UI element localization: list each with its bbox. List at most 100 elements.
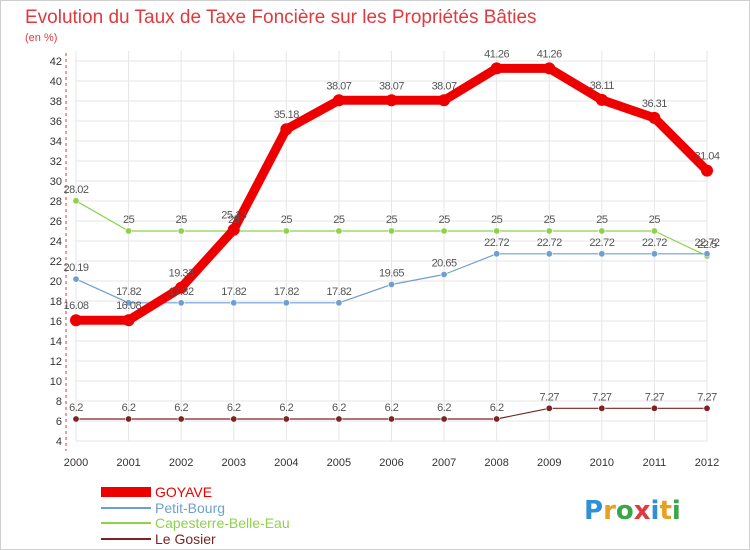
y-tick-label: 14 xyxy=(50,336,62,348)
data-point xyxy=(598,250,606,258)
data-point xyxy=(703,250,711,258)
data-label: 17.82 xyxy=(116,286,141,298)
data-point xyxy=(230,299,238,307)
y-tick-label: 42 xyxy=(50,56,62,68)
data-point xyxy=(493,415,501,423)
y-tick-label: 26 xyxy=(50,216,62,228)
data-point xyxy=(545,404,553,412)
data-label: 25 xyxy=(228,214,240,226)
data-label: 38.07 xyxy=(326,80,351,92)
y-tick-label: 30 xyxy=(50,176,62,188)
data-label: 22.72 xyxy=(537,237,562,249)
data-label: 25 xyxy=(176,214,188,226)
data-point xyxy=(650,250,658,258)
y-tick-label: 24 xyxy=(50,236,62,248)
data-point xyxy=(230,415,238,423)
data-label: 19.65 xyxy=(379,268,404,280)
data-point xyxy=(177,299,185,307)
data-label: 25 xyxy=(333,214,345,226)
data-label: 25 xyxy=(544,214,556,226)
data-point xyxy=(177,227,185,235)
x-tick-label: 2009 xyxy=(537,457,561,469)
data-label: 25 xyxy=(281,214,293,226)
data-label: 19.33 xyxy=(169,268,194,280)
legend-label: Le Gosier xyxy=(155,531,216,547)
data-label: 17.82 xyxy=(221,286,246,298)
axis-layer: 4 6 8 10 12 14 16 18 20 22 24 26 28 30 32 34 36 38 40 42 200… xyxy=(50,53,719,469)
x-tick-label: 2004 xyxy=(274,457,298,469)
data-label: 38.11 xyxy=(590,80,615,92)
data-point xyxy=(701,164,713,177)
data-label: 41.26 xyxy=(484,48,509,60)
proxiti-logo: Proxiti xyxy=(584,496,681,526)
y-tick-label: 34 xyxy=(50,136,62,148)
data-label: 17.82 xyxy=(274,286,299,298)
data-point xyxy=(703,404,711,412)
data-label: 6.2 xyxy=(227,402,241,414)
y-tick-label: 12 xyxy=(50,356,62,368)
data-label: 20.65 xyxy=(432,258,457,270)
data-label: 17.82 xyxy=(169,286,194,298)
y-tick-label: 36 xyxy=(50,116,62,128)
data-point xyxy=(438,94,451,107)
data-point xyxy=(650,404,658,412)
y-tick-label: 20 xyxy=(50,276,62,288)
data-point xyxy=(598,227,606,235)
data-label: 6.2 xyxy=(437,402,451,414)
data-label: 25 xyxy=(438,214,450,226)
data-point xyxy=(72,415,80,423)
data-label: 22.5 xyxy=(697,239,717,251)
data-point xyxy=(125,299,133,307)
data-point xyxy=(335,415,343,423)
x-tick-label: 2008 xyxy=(484,457,508,469)
data-point xyxy=(177,415,185,423)
data-point xyxy=(648,111,661,124)
data-point xyxy=(440,415,448,423)
data-point xyxy=(595,93,608,106)
data-label: 25.13 xyxy=(221,210,246,222)
data-label: 7.27 xyxy=(697,391,717,403)
data-label: 25 xyxy=(596,214,608,226)
y-tick-label: 28 xyxy=(50,196,62,208)
data-label: 25 xyxy=(649,214,661,226)
legend: GOYAVEPetit-BourgCapesterre-Belle-EauLe … xyxy=(101,484,290,547)
chart-title: Evolution du Taux de Taxe Foncière sur l… xyxy=(25,7,537,28)
data-point xyxy=(282,415,290,423)
data-label-layer: 16.08 16.08 19.33 25.13 35.18 38.07 38.07 38.07… xyxy=(63,48,720,414)
data-label: 7.27 xyxy=(592,391,612,403)
data-label: 22.72 xyxy=(642,237,667,249)
data-point xyxy=(490,62,503,75)
data-label: 17.82 xyxy=(326,286,351,298)
data-label: 25 xyxy=(123,214,135,226)
data-point xyxy=(282,227,290,235)
y-tick-label: 4 xyxy=(56,436,62,448)
data-point xyxy=(335,227,343,235)
data-label: 7.27 xyxy=(540,391,560,403)
data-point xyxy=(545,250,553,258)
data-label: 25 xyxy=(491,214,503,226)
data-label: 41.26 xyxy=(537,48,562,60)
data-label: 6.2 xyxy=(122,402,136,414)
chart-subtitle: (en %) xyxy=(25,32,57,44)
x-tick-label: 2007 xyxy=(432,457,456,469)
data-label: 6.2 xyxy=(174,402,188,414)
data-point xyxy=(493,227,501,235)
y-tick-label: 40 xyxy=(50,76,62,88)
y-tick-label: 10 xyxy=(50,376,62,388)
data-point xyxy=(125,227,133,235)
data-label: 35.18 xyxy=(274,109,299,121)
data-point xyxy=(387,227,395,235)
data-label: 6.2 xyxy=(69,402,83,414)
data-point xyxy=(72,275,80,283)
data-label: 7.27 xyxy=(645,391,665,403)
x-tick-label: 2010 xyxy=(590,457,614,469)
data-label: 6.2 xyxy=(385,402,399,414)
data-point xyxy=(493,250,501,258)
data-point xyxy=(72,197,80,205)
y-tick-label: 22 xyxy=(50,256,62,268)
y-tick-label: 38 xyxy=(50,96,62,108)
data-label: 6.2 xyxy=(332,402,346,414)
data-point xyxy=(175,281,188,294)
